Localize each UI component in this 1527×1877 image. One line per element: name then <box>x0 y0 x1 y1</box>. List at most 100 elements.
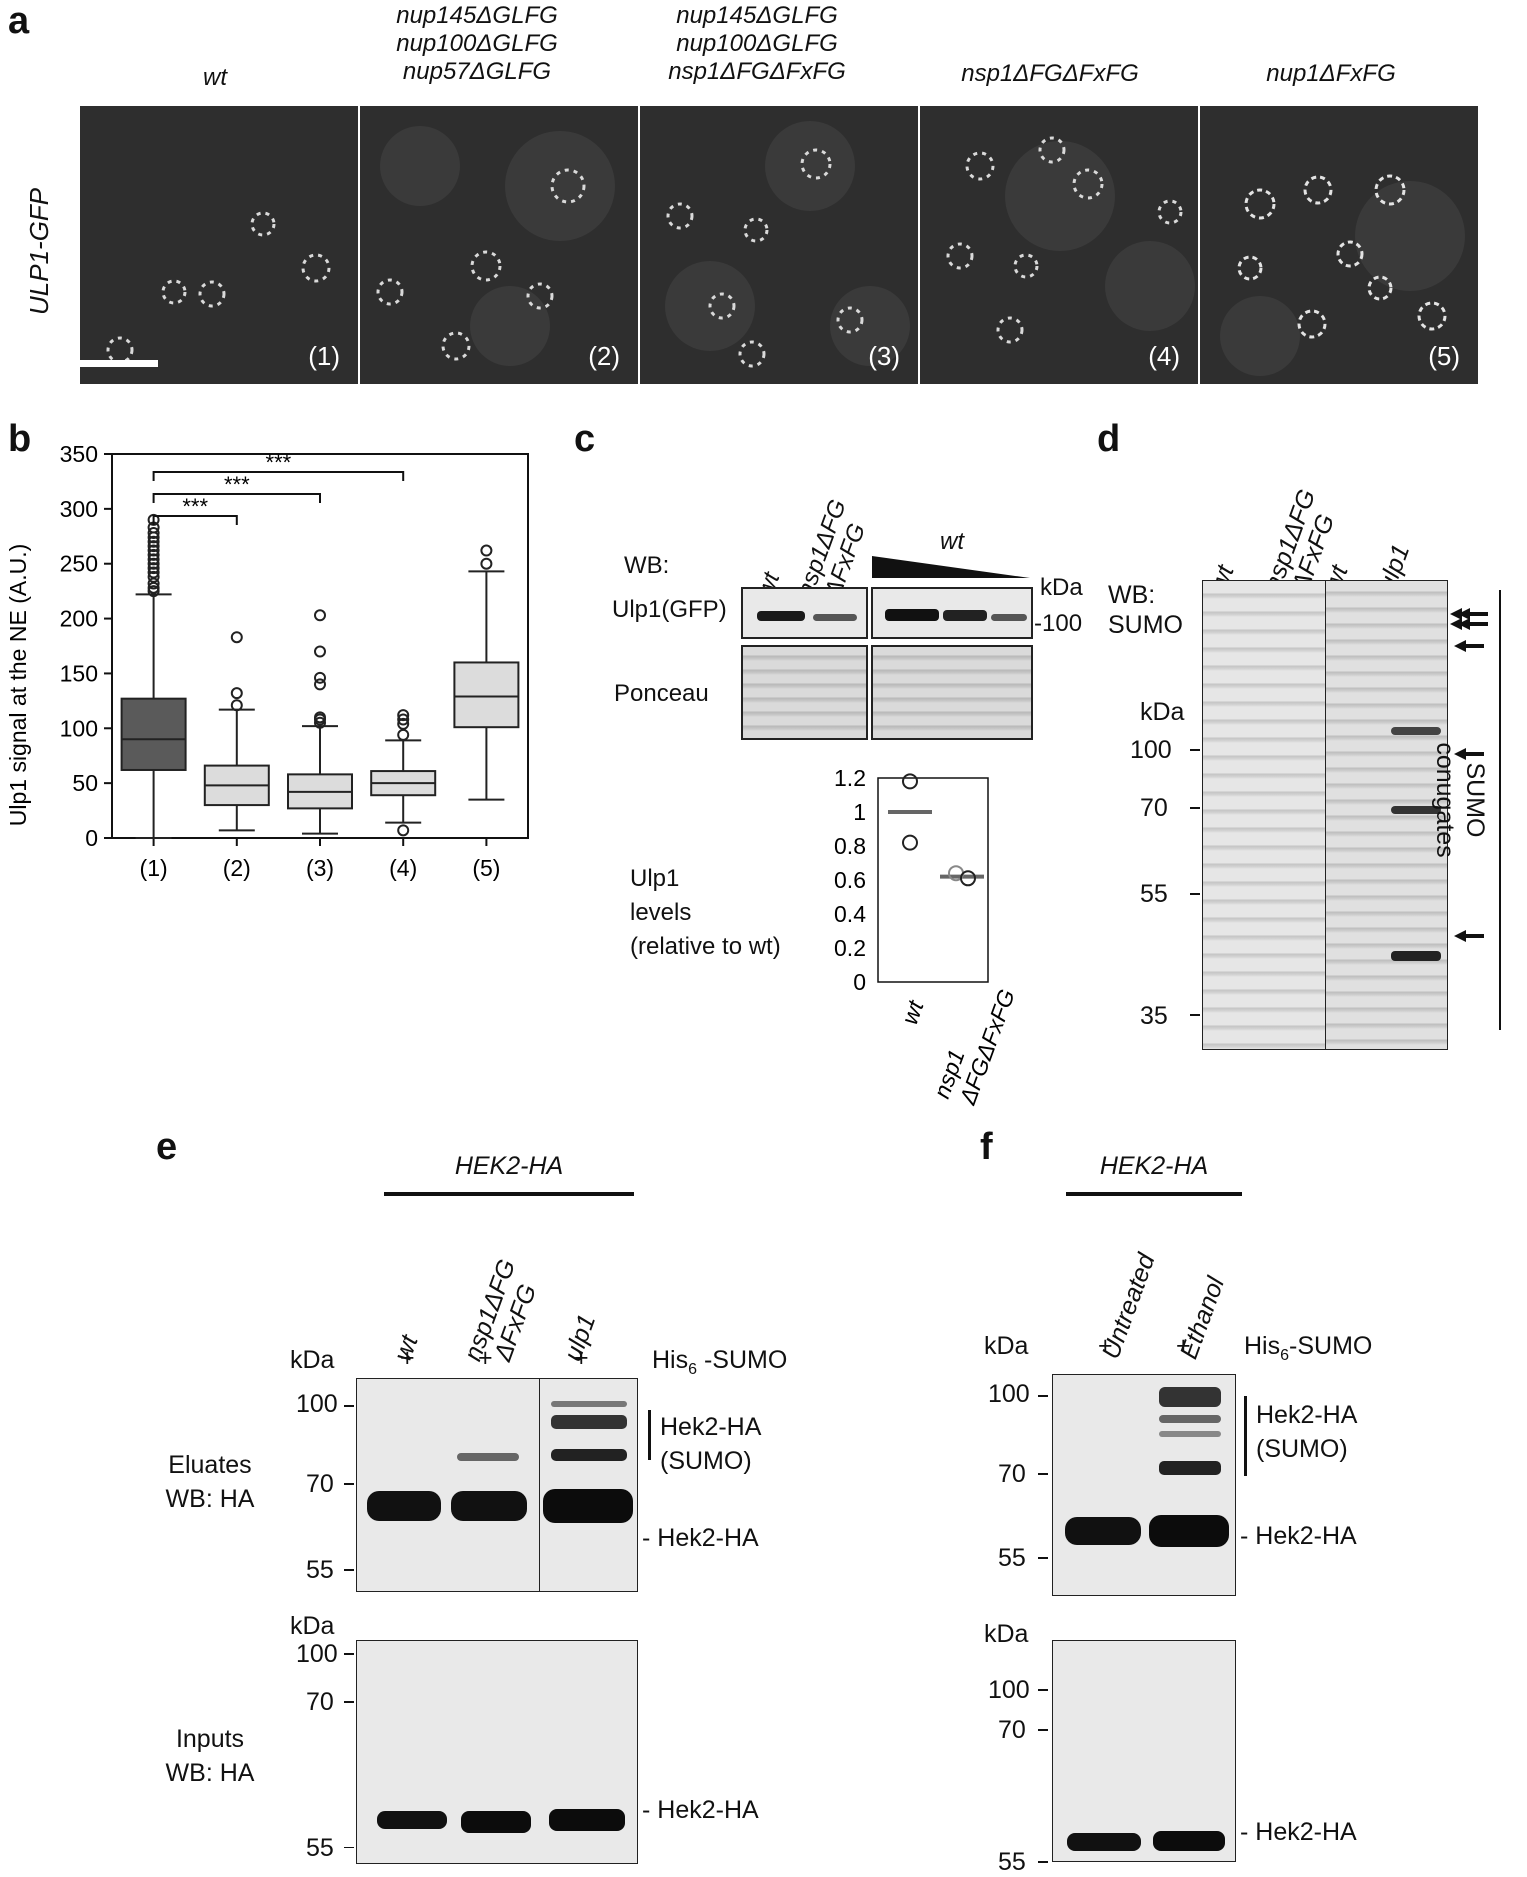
panel-e-inputs-label: Inputs WB: HA <box>150 1722 270 1790</box>
panel-f-marker-55-bottom: 55 <box>998 1848 1026 1876</box>
panel-a-header-5: nup1ΔFxFG <box>1196 60 1466 88</box>
y-tick-label: 0 <box>853 969 866 995</box>
micrograph-1: (1) <box>80 106 358 384</box>
y-tick-label: 250 <box>60 551 98 577</box>
panel-a-header-4: nsp1ΔFGΔFxFG <box>915 60 1185 88</box>
outlier-point <box>147 566 160 579</box>
panel-a-row-label: ULP1-GFP <box>24 187 54 315</box>
panel-a-header-3: nup145ΔGLFG nup100ΔGLFG nsp1ΔFGΔFxFG <box>612 2 902 86</box>
micrograph-3-cells <box>665 121 910 368</box>
panel-e-sumo-label: Hek2-HA (SUMO) <box>660 1410 761 1478</box>
panel-c-kda: kDa <box>1040 574 1083 601</box>
header-line: nup1ΔFxFG <box>1266 60 1396 87</box>
plot-frame <box>877 777 989 983</box>
outlier-point <box>147 544 160 557</box>
panel-e-plus-3: + <box>574 1344 589 1372</box>
header-line: nsp1ΔFGΔFxFG <box>668 58 846 85</box>
data-point <box>960 870 976 887</box>
panel-f-plus-1: + <box>1098 1332 1113 1360</box>
outlier-point <box>397 713 410 726</box>
outlier-point <box>230 687 243 700</box>
panel-label-c: c <box>574 418 596 460</box>
sumo-line: Hek2-HA <box>660 1413 762 1441</box>
y-tick-label: 50 <box>72 770 98 796</box>
panel-label-a: a <box>8 0 30 42</box>
panel-f-marker-100-bottom: 100 <box>988 1676 1030 1704</box>
panel-label-d: d <box>1097 418 1121 460</box>
micrograph-2-cells <box>376 126 615 366</box>
significance-label: *** <box>266 450 292 475</box>
x-tick-label: (1) <box>140 855 168 881</box>
outlier-point <box>314 711 326 724</box>
panel-label-f: f <box>980 1126 993 1168</box>
ylabel-line: (relative to wt) <box>630 933 781 960</box>
outlier-point <box>147 526 160 539</box>
panel-c-row-ulp1: Ulp1(GFP) <box>612 596 727 623</box>
y-tick-label: 1.2 <box>834 765 866 791</box>
micrograph-number: (5) <box>1428 341 1460 371</box>
micrograph-4: (4) <box>920 106 1198 384</box>
outlier-point <box>314 678 326 691</box>
header-line: nup100ΔGLFG <box>676 30 838 57</box>
ylabel-line: Ulp1 <box>630 865 680 892</box>
inputs-line: Inputs <box>175 1725 245 1753</box>
outlier-point <box>397 824 410 837</box>
data-point <box>902 773 918 790</box>
outlier-point <box>147 570 160 583</box>
panel-d-marker-ticks <box>1190 749 1200 1016</box>
panel-e-marker-70-bottom: 70 <box>306 1688 334 1716</box>
inputs-line: WB: HA <box>165 1759 255 1787</box>
panel-f-band-label-bottom: - Hek2-HA <box>1240 1818 1357 1846</box>
panel-d-arrows <box>1450 590 1501 1030</box>
panel-c-wb-label: WB: <box>624 552 670 579</box>
panel-e-blot-eluates <box>356 1378 638 1592</box>
panel-e-strain-bar <box>384 1192 634 1196</box>
panel-f-marker-ticks <box>1038 1395 1048 1863</box>
header-line: wt <box>203 64 227 91</box>
panel-label-e: e <box>156 1126 178 1168</box>
micrograph-number: (1) <box>308 341 340 371</box>
x-tick-label: ΔFGΔFxFG <box>954 986 1020 1109</box>
panel-d-blot <box>1202 580 1448 1050</box>
panel-e-marker-55-bottom: 55 <box>306 1834 334 1862</box>
box-plot: Ulp1 signal at the NE (A.U.) 0 50 100 150 20… <box>5 441 529 881</box>
panel-d-marker-100: 100 <box>1130 736 1172 764</box>
arrow-icon <box>1450 608 1488 942</box>
panel-f-his-sumo: His6-SUMO <box>1244 1332 1373 1364</box>
panel-d-kda: kDa <box>1140 698 1185 726</box>
panel-a-header-2: nup145ΔGLFG nup100ΔGLFG nup57ΔGLFG <box>342 2 612 86</box>
y-tick-label: 200 <box>60 606 98 632</box>
sumo-line: Hek2-HA <box>1256 1401 1358 1429</box>
outlier-point <box>397 717 410 730</box>
panel-e-plus-2: + <box>478 1344 493 1372</box>
wb-line: WB: <box>1108 581 1156 609</box>
outlier-point <box>314 609 326 622</box>
micrograph-number: (3) <box>868 341 900 371</box>
eluates-line: WB: HA <box>165 1485 255 1513</box>
outlier-point <box>480 557 493 570</box>
side-line: SUMO <box>1461 762 1489 838</box>
micrograph-3: (3) <box>640 106 918 384</box>
panel-f-blot-bottom <box>1052 1640 1236 1862</box>
sumo-line: (SUMO) <box>1256 1435 1348 1463</box>
dilution-triangle <box>872 556 1030 578</box>
panel-e-marker-ticks <box>344 1405 354 1848</box>
outlier-point <box>230 699 243 712</box>
outlier-point <box>147 540 160 553</box>
outlier-point <box>147 562 160 575</box>
y-tick-label: 350 <box>60 441 98 467</box>
panel-f-marker-100: 100 <box>988 1380 1030 1408</box>
panel-e-sumo-bracket <box>648 1410 651 1460</box>
x-tick-label: (3) <box>306 855 334 881</box>
y-tick-label: 150 <box>60 660 98 686</box>
micrograph-number: (2) <box>588 341 620 371</box>
panel-e-eluates-label: Eluates WB: HA <box>150 1448 270 1516</box>
outlier-point <box>147 548 160 561</box>
panel-d-marker-70: 70 <box>1140 794 1168 822</box>
significance-bracket <box>152 471 405 481</box>
outlier-point <box>147 535 160 548</box>
outlier-point <box>230 631 243 644</box>
y-axis-label: Ulp1 signal at the NE (A.U.) <box>5 544 31 827</box>
panel-e-his-sumo: His6 -SUMO <box>652 1346 788 1378</box>
